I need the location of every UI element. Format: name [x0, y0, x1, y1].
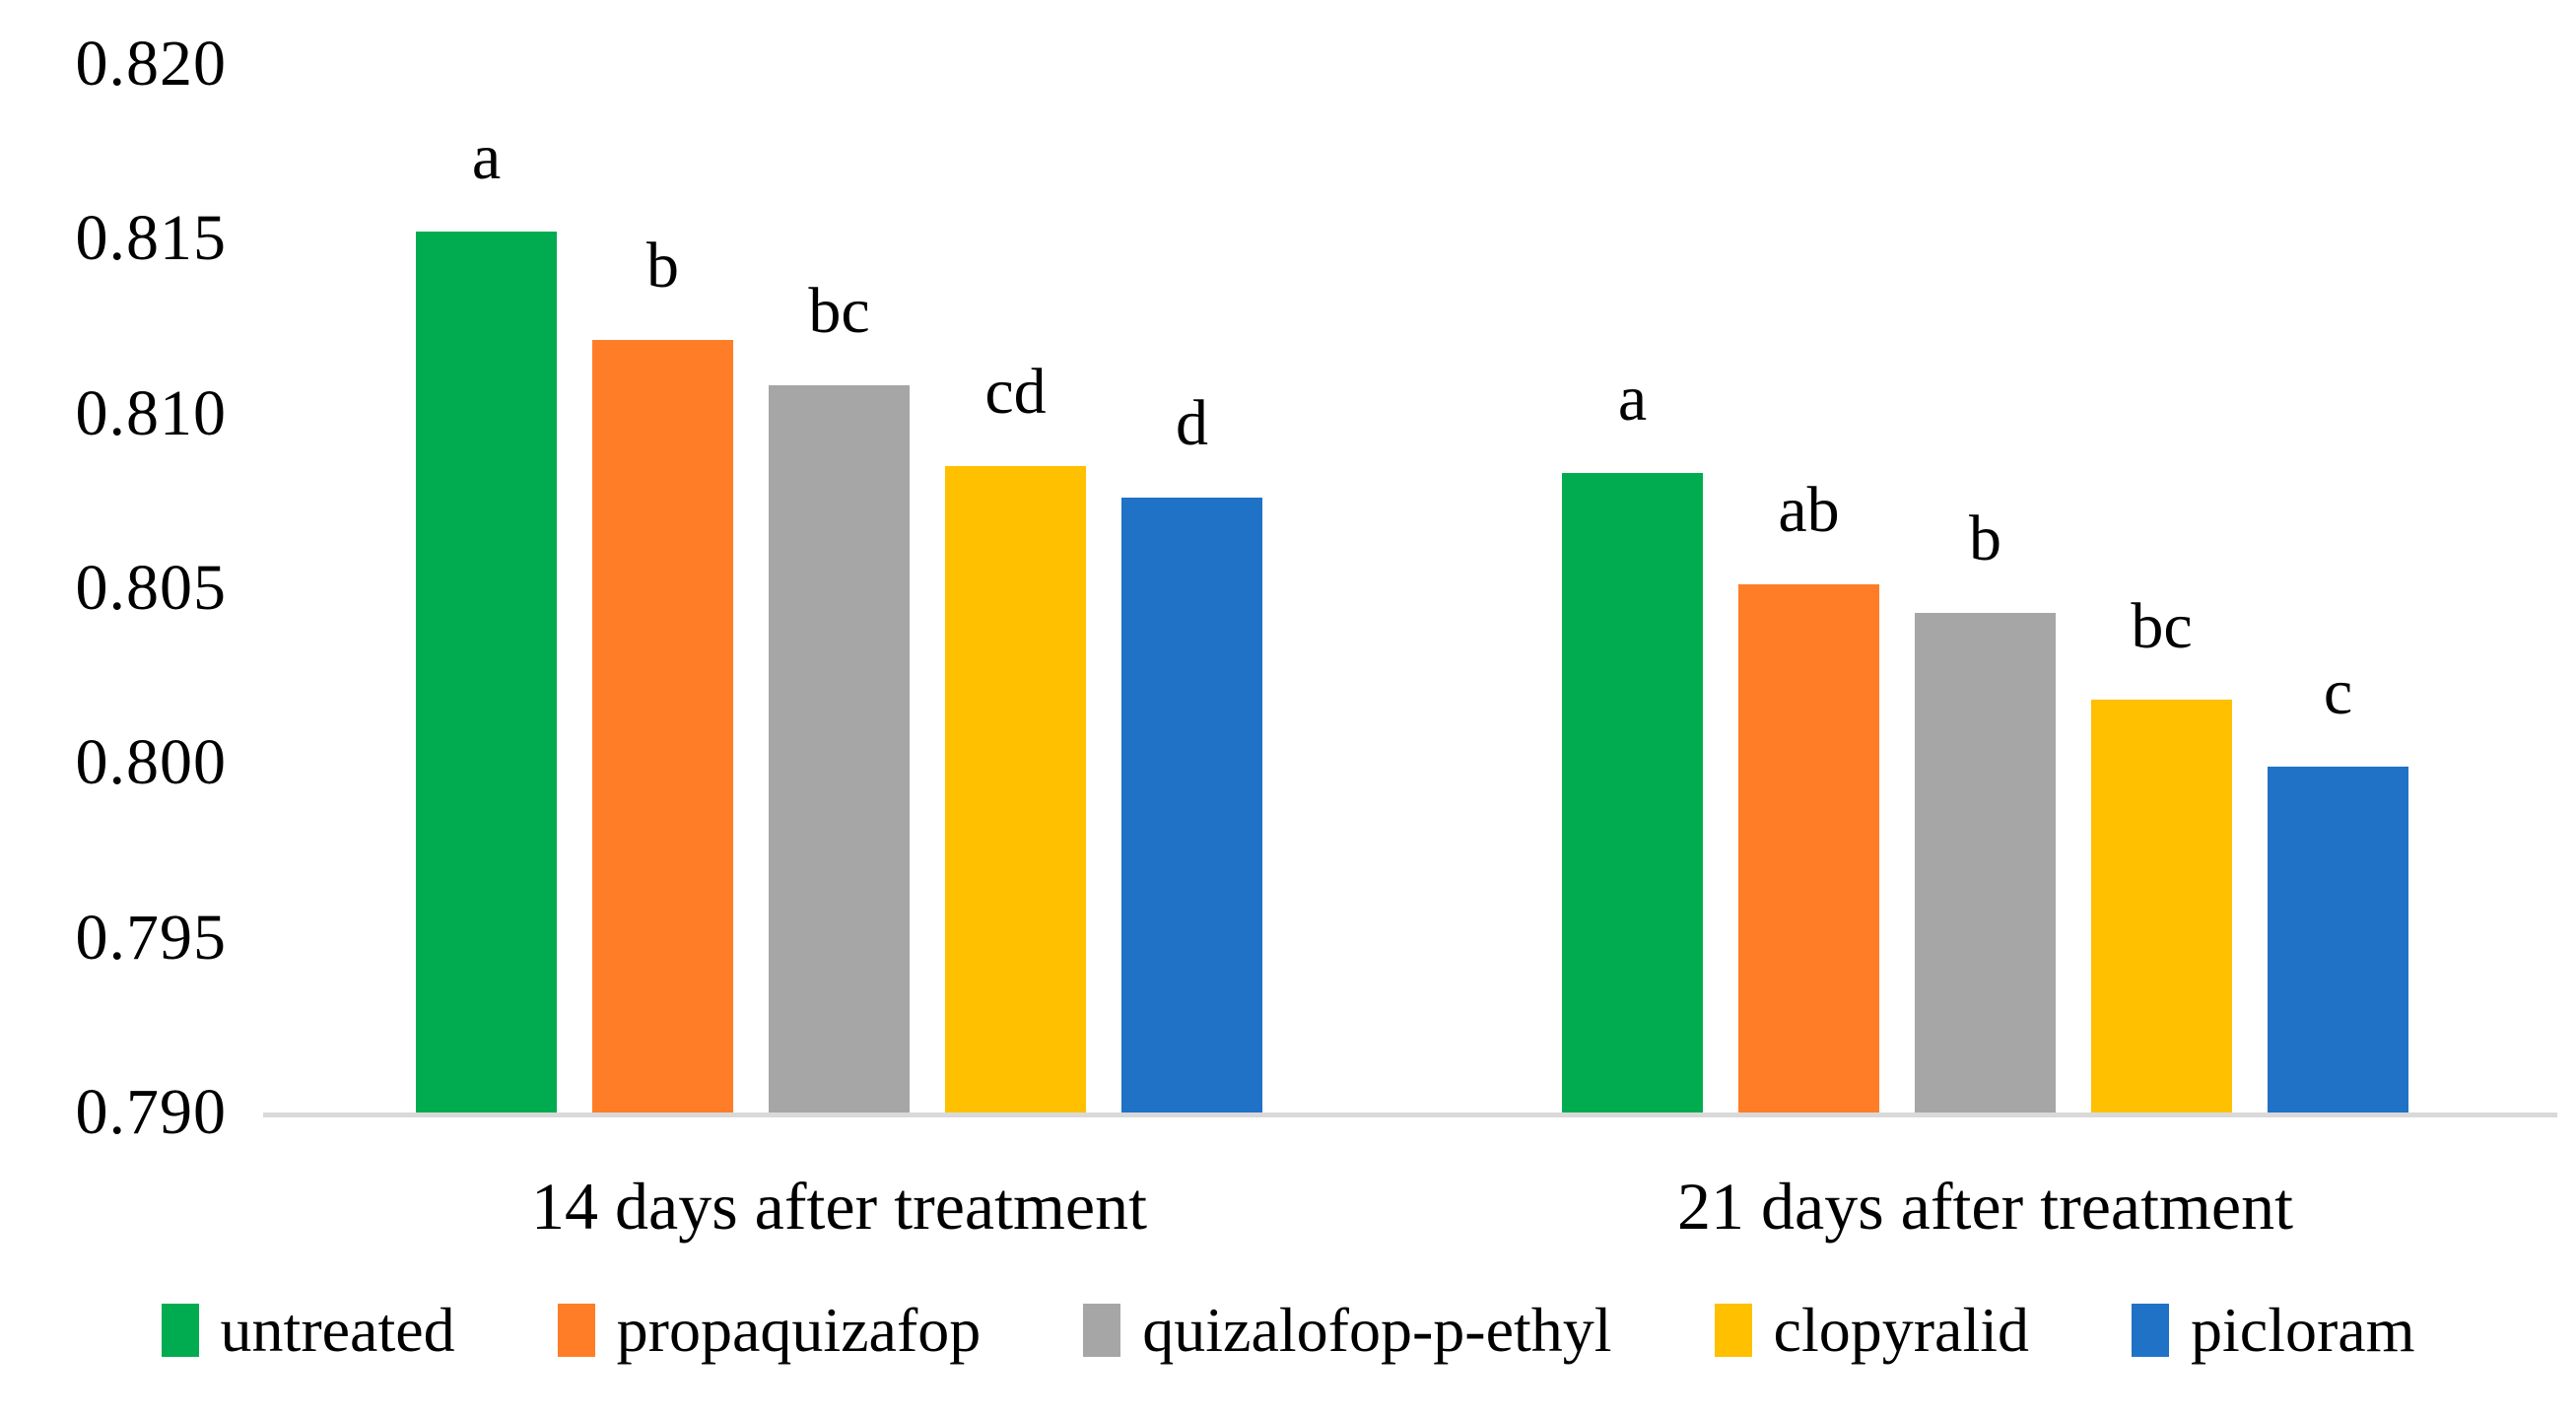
x-axis-line: [263, 1112, 2557, 1117]
legend-label: quizalofop-p-ethyl: [1142, 1295, 1612, 1365]
bar-propaquizafop-group1: [592, 340, 733, 1112]
legend-swatch-icon: [161, 1304, 199, 1357]
bar-untreated-group1: [416, 232, 557, 1112]
category-label: 14 days after treatment: [531, 1169, 1147, 1244]
legend-swatch-icon: [1083, 1304, 1121, 1357]
bar-quizalofop-p-ethyl-group1: [769, 385, 910, 1112]
y-tick-label: 0.820: [75, 28, 227, 100]
significance-letter: b: [646, 230, 679, 303]
bar-clopyralid-group1: [945, 465, 1086, 1112]
bar-quizalofop-p-ethyl-group2: [1915, 612, 2056, 1112]
legend-label: untreated: [220, 1295, 455, 1365]
y-tick-label: 0.790: [75, 1076, 227, 1148]
legend-item-clopyralid: clopyralid: [1714, 1295, 2029, 1365]
legend-label: propaquizafop: [616, 1295, 982, 1365]
y-tick-label: 0.800: [75, 726, 227, 799]
significance-letter: bc: [2131, 589, 2193, 662]
significance-letter: a: [1617, 362, 1648, 435]
category-label: 21 days after treatment: [1677, 1169, 2293, 1244]
legend-swatch-icon: [557, 1304, 595, 1357]
bar-clopyralid-group2: [2091, 700, 2232, 1112]
bar-propaquizafop-group2: [1738, 584, 1879, 1112]
legend: untreated propaquizafop quizalofop-p-ethyl…: [0, 1299, 2576, 1362]
legend-label: picloram: [2191, 1295, 2415, 1365]
significance-letter: ab: [1778, 474, 1840, 547]
y-tick-label: 0.795: [75, 901, 227, 974]
significance-letter: bc: [808, 275, 870, 348]
significance-letter: c: [2323, 655, 2353, 728]
y-tick-label: 0.810: [75, 376, 227, 449]
legend-swatch-icon: [1714, 1304, 1752, 1357]
significance-letter: d: [1176, 386, 1208, 459]
bar-picloram-group2: [2268, 766, 2408, 1112]
legend-item-picloram: picloram: [2132, 1299, 2414, 1362]
significance-letter: b: [1969, 502, 2001, 574]
bar-untreated-group2: [1562, 472, 1703, 1112]
y-tick-label: 0.805: [75, 552, 227, 624]
legend-item-quizalofop-p-ethyl: quizalofop-p-ethyl: [1083, 1295, 1612, 1365]
legend-item-untreated: untreated: [161, 1295, 455, 1365]
significance-letter: a: [471, 121, 502, 194]
significance-letter: cd: [984, 355, 1047, 428]
y-tick-label: 0.815: [75, 202, 227, 275]
legend-item-propaquizafop: propaquizafop: [557, 1295, 982, 1365]
bar-picloram-group1: [1121, 497, 1262, 1112]
legend-label: clopyralid: [1773, 1295, 2029, 1365]
legend-swatch-icon: [2132, 1304, 2169, 1357]
